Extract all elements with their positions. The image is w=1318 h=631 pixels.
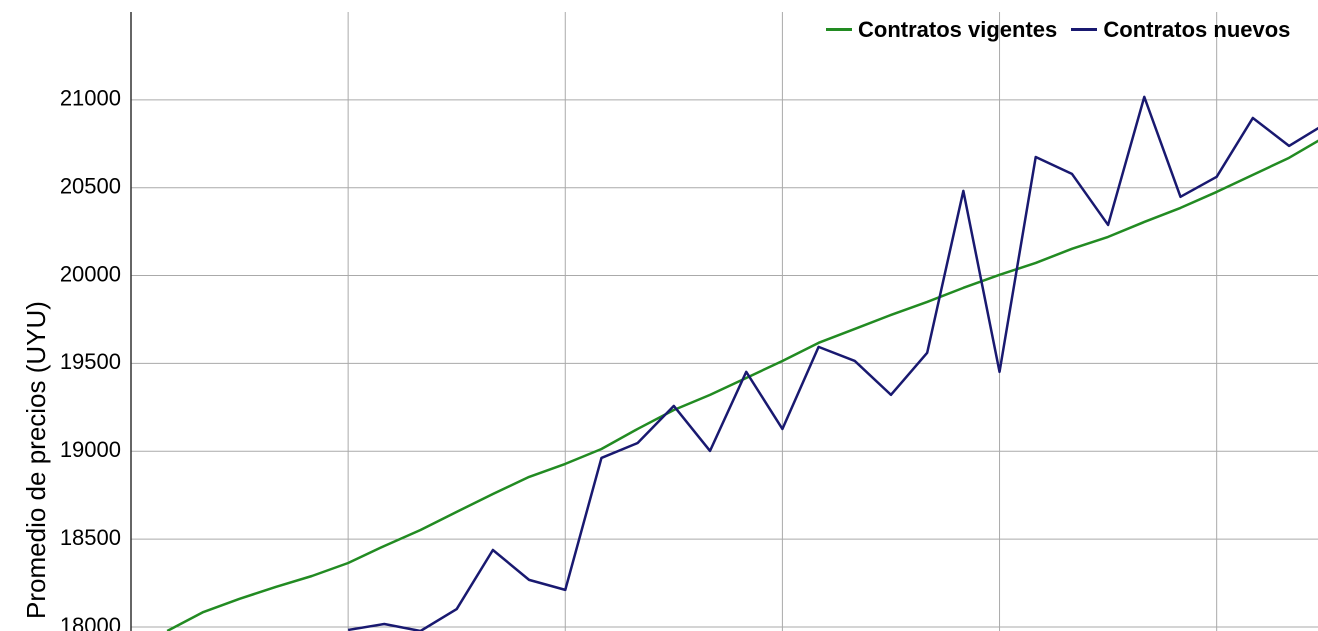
grid bbox=[130, 12, 1318, 631]
legend-label: Contratos nuevos bbox=[1103, 17, 1291, 42]
y-tick-label: 20500 bbox=[60, 174, 121, 199]
legend: Contratos vigentes Contratos nuevos bbox=[826, 16, 1306, 44]
y-axis-label: Promedio de precios (UYU) bbox=[21, 301, 51, 619]
plot-area bbox=[166, 95, 1318, 631]
y-tick-label: 20000 bbox=[60, 261, 121, 286]
legend-label: Contratos vigentes bbox=[858, 17, 1058, 42]
legend-item: Contratos nuevos bbox=[1071, 17, 1290, 42]
y-tick-label: 18500 bbox=[60, 525, 121, 550]
series-line bbox=[166, 139, 1318, 631]
y-tick-label: 19000 bbox=[60, 437, 121, 462]
y-tick-label: 21000 bbox=[60, 86, 121, 111]
y-tick-label: 18000 bbox=[60, 613, 121, 631]
legend-swatch bbox=[1071, 27, 1098, 31]
legend-item: Contratos vigentes bbox=[826, 17, 1057, 42]
y-tick-label: 19500 bbox=[60, 349, 121, 374]
series-line bbox=[347, 95, 1318, 631]
legend-swatch bbox=[826, 27, 852, 31]
